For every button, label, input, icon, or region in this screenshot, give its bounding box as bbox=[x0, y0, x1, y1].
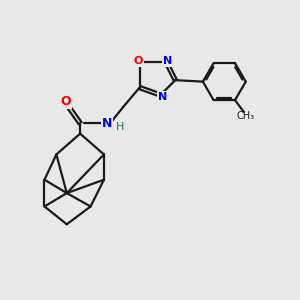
Text: O: O bbox=[134, 56, 143, 66]
Text: CH₃: CH₃ bbox=[236, 111, 254, 121]
Text: N: N bbox=[158, 92, 167, 101]
Text: N: N bbox=[163, 56, 172, 66]
Text: H: H bbox=[116, 122, 124, 132]
Text: O: O bbox=[60, 95, 70, 108]
Text: N: N bbox=[102, 117, 112, 130]
